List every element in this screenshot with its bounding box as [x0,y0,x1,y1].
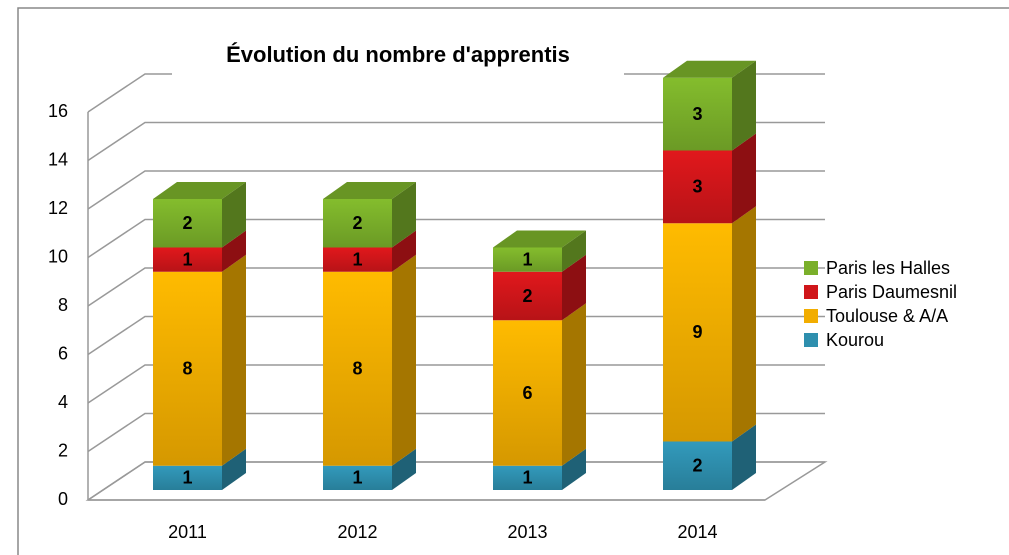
grid-line [87,461,825,501]
legend-label: Paris Daumesnil [826,282,957,302]
bar [493,271,562,321]
value-label: 1 [182,249,192,269]
value-label: 8 [352,359,362,379]
y-tick-label: 12 [48,198,68,218]
bar [663,150,732,224]
bar [323,271,392,466]
bar [323,247,392,272]
legend-swatch [804,261,818,275]
bar [153,465,222,490]
y-tick-label: 6 [58,343,68,363]
bar-side [392,448,416,490]
x-tick-label: 2011 [168,522,207,542]
grid-line [87,315,825,356]
y-tick-label: 2 [58,440,68,460]
value-label: 2 [692,456,702,476]
legend-label: Kourou [826,330,884,350]
value-label: 1 [522,468,532,488]
bar-side [562,448,586,490]
legend-swatch [804,333,818,347]
bar-top [493,230,586,248]
bar-top [323,182,416,199]
value-label: 1 [522,249,532,269]
grid-line [87,121,825,162]
value-label: 1 [182,468,192,488]
bar-side [392,182,416,248]
value-label: 2 [352,213,362,233]
bar [153,247,222,272]
bar-side [392,254,416,466]
y-tick-label: 0 [58,489,68,509]
title-background [172,36,624,76]
bar [493,320,562,466]
bar [663,223,732,442]
x-tick-label: 2012 [337,522,377,542]
bar-side [222,182,246,248]
bar [153,271,222,466]
value-label: 9 [692,322,702,342]
x-tick-label: 2014 [677,522,717,542]
bar-side [732,60,756,151]
y-tick-label: 14 [48,149,68,169]
bar-side [222,230,246,272]
bar [323,199,392,248]
grid-line [87,218,825,259]
bar-side [222,254,246,466]
grid-line [87,412,825,453]
bar-top [153,182,246,199]
bar-side [562,303,586,466]
bar-side [222,448,246,490]
y-tick-label: 16 [48,101,68,121]
bar-side [392,230,416,272]
bar [493,247,562,272]
legend-label: Toulouse & A/A [826,306,948,326]
x-tick-label: 2013 [507,522,547,542]
value-label: 6 [522,383,532,403]
grid-line [87,364,825,404]
y-tick-label: 4 [58,392,68,412]
y-tick-label: 8 [58,295,68,315]
value-label: 2 [522,286,532,306]
value-label: 1 [352,249,362,269]
grid-line [87,170,825,210]
value-label: 3 [692,104,702,124]
bar-side [732,133,756,224]
bar [323,465,392,490]
bar-side [732,206,756,442]
legend-swatch [804,309,818,323]
legend-swatch [804,285,818,299]
y-tick-label: 10 [48,246,68,266]
bar [663,77,732,151]
value-label: 2 [182,213,192,233]
bar [493,465,562,490]
bar-side [562,230,586,272]
value-label: 8 [182,359,192,379]
bar [153,199,222,248]
bar-top [663,60,756,78]
bar-side [562,254,586,321]
value-label: 1 [352,468,362,488]
legend-label: Paris les Halles [826,258,950,278]
chart-title: Évolution du nombre d'apprentis [226,42,570,67]
bar [663,441,732,490]
grid-line [87,267,825,307]
value-label: 3 [692,177,702,197]
bar-side [732,424,756,490]
